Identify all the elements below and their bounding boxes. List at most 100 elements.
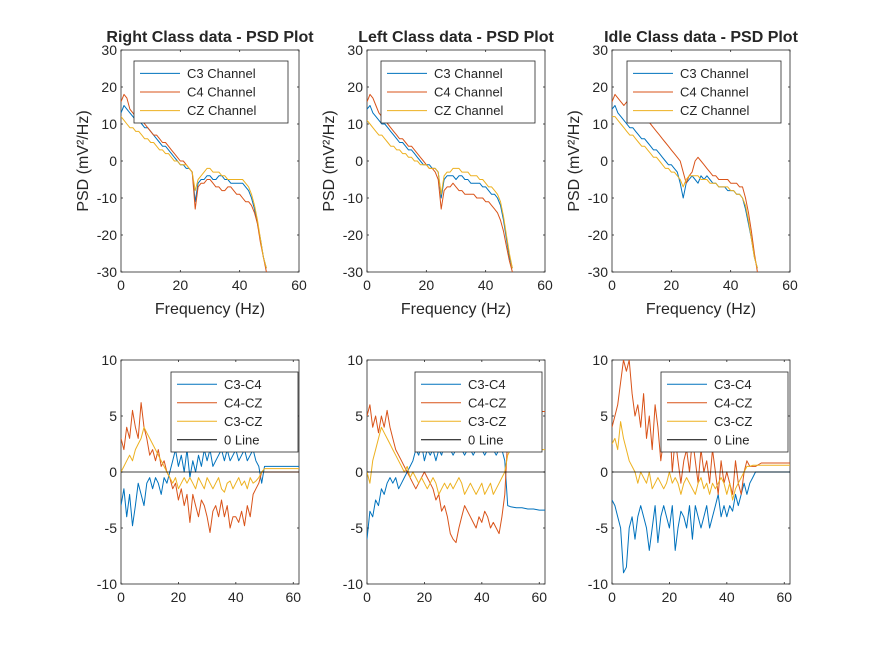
legend-label-c3-cz: C3-CZ — [714, 414, 752, 429]
legend: C3-C4 C4-CZ C3-CZ 0 Line — [414, 371, 543, 453]
series-line-c4-cz — [367, 404, 545, 544]
y-tick-label: 5 — [109, 408, 117, 424]
y-axis-label: PSD (mV²/Hz) — [566, 110, 583, 211]
legend-box — [660, 371, 789, 453]
series-line-c3-cz — [367, 426, 545, 495]
legend-label-c3-cz: C3-CZ — [468, 414, 506, 429]
x-axis-label: Frequency (Hz) — [401, 301, 511, 318]
series-line-cz-channel — [367, 119, 513, 269]
y-tick-label: 0 — [600, 153, 608, 169]
x-tick-label: 20 — [417, 589, 433, 605]
legend-box — [170, 371, 299, 453]
y-tick-label: -10 — [97, 190, 117, 206]
legend-label-c4-cz: C4-CZ — [714, 395, 752, 410]
series-line-c3-c4 — [121, 449, 299, 527]
x-axis-label: Frequency (Hz) — [646, 301, 756, 318]
legend: C3-C4 C4-CZ C3-CZ 0 Line — [660, 371, 789, 453]
y-tick-label: 0 — [109, 464, 117, 480]
series-line-cz-channel — [612, 116, 758, 269]
legend: C3 Channel C4 Channel CZ Channel — [380, 60, 536, 124]
chart-panel-5: 0 20 40 60 -10 -5 0 5 10 C3-C4 C4-CZ C3-CZ 0 Line — [343, 352, 547, 605]
legend-label-c4-channel: C4 Channel — [680, 85, 749, 100]
y-tick-label: 20 — [347, 79, 363, 95]
y-tick-label: 30 — [347, 42, 363, 58]
x-tick-label: 60 — [531, 589, 547, 605]
y-tick-label: 30 — [592, 42, 608, 58]
x-tick-label: 0 — [608, 277, 616, 293]
y-tick-label: 0 — [600, 464, 608, 480]
series-line-c3-cz — [121, 426, 299, 493]
legend-label-c3-channel: C3 Channel — [187, 66, 256, 81]
x-tick-label: 60 — [776, 589, 792, 605]
y-tick-label: 10 — [347, 116, 363, 132]
y-tick-label: -10 — [343, 190, 363, 206]
y-tick-label: -10 — [97, 576, 117, 592]
y-tick-label: -20 — [588, 227, 608, 243]
y-tick-label: -20 — [343, 227, 363, 243]
y-tick-label: 5 — [355, 408, 363, 424]
y-tick-label: 10 — [592, 352, 608, 368]
y-tick-label: -30 — [97, 264, 117, 280]
legend-label-cz-channel: CZ Channel — [680, 103, 749, 118]
chart-title: Right Class data - PSD Plot — [106, 29, 314, 46]
y-tick-label: 10 — [347, 352, 363, 368]
y-tick-label: 10 — [101, 116, 117, 132]
x-tick-label: 40 — [474, 589, 490, 605]
series-line-cz-channel — [121, 116, 267, 269]
x-tick-label: 20 — [662, 589, 678, 605]
legend-label-0-line: 0 Line — [714, 432, 749, 447]
series-line-c3-c4 — [612, 471, 790, 574]
x-tick-label: 60 — [291, 277, 307, 293]
y-tick-label: 20 — [592, 79, 608, 95]
legend: C3-C4 C4-CZ C3-CZ 0 Line — [170, 371, 299, 453]
y-tick-label: 30 — [101, 42, 117, 58]
legend-label-c3-c4: C3-C4 — [468, 377, 506, 392]
y-tick-label: 0 — [109, 153, 117, 169]
legend-label-c4-channel: C4 Channel — [187, 85, 256, 100]
x-tick-label: 0 — [363, 589, 371, 605]
x-tick-label: 60 — [782, 277, 798, 293]
legend: C3 Channel C4 Channel CZ Channel — [133, 60, 289, 124]
series-line-c3-cz — [612, 421, 790, 501]
series-line-c4-channel — [367, 93, 513, 272]
x-tick-label: 40 — [232, 277, 248, 293]
legend-label-c3-channel: C3 Channel — [680, 66, 749, 81]
x-tick-label: 40 — [723, 277, 739, 293]
y-tick-label: -20 — [97, 227, 117, 243]
series-line-c4-cz — [121, 402, 299, 533]
legend-label-c3-c4: C3-C4 — [224, 377, 262, 392]
legend: C3 Channel C4 Channel CZ Channel — [626, 60, 782, 124]
series-line-c4-channel — [121, 93, 267, 272]
legend-label-cz-channel: CZ Channel — [187, 103, 256, 118]
y-tick-label: 0 — [355, 464, 363, 480]
chart-panel-4: 0 20 40 60 -10 -5 0 5 10 C3-C4 C4-CZ C3-CZ 0 Line — [97, 352, 301, 605]
y-tick-label: -5 — [105, 520, 118, 536]
x-tick-label: 0 — [608, 589, 616, 605]
chart-title: Left Class data - PSD Plot — [358, 29, 554, 46]
x-tick-label: 40 — [719, 589, 735, 605]
y-tick-label: -5 — [596, 520, 609, 536]
x-tick-label: 20 — [173, 277, 189, 293]
legend-label-0-line: 0 Line — [468, 432, 503, 447]
legend-label-cz-channel: CZ Channel — [434, 103, 503, 118]
y-axis-label: PSD (mV²/Hz) — [75, 110, 92, 211]
legend-label-c4-channel: C4 Channel — [434, 85, 503, 100]
y-tick-label: 10 — [101, 352, 117, 368]
x-axis-label: Frequency (Hz) — [155, 301, 265, 318]
chart-title: Idle Class data - PSD Plot — [604, 29, 799, 46]
chart-panel-6: 0 20 40 60 -10 -5 0 5 10 C3-C4 C4-CZ C3-CZ 0 Line — [588, 352, 792, 605]
x-tick-label: 0 — [363, 277, 371, 293]
x-tick-label: 0 — [117, 277, 125, 293]
legend-label-c3-c4: C3-C4 — [714, 377, 752, 392]
legend-label-c3-cz: C3-CZ — [224, 414, 262, 429]
x-tick-label: 20 — [419, 277, 435, 293]
y-tick-label: -10 — [588, 576, 608, 592]
y-tick-label: 0 — [355, 153, 363, 169]
x-tick-label: 60 — [285, 589, 301, 605]
legend-label-c4-cz: C4-CZ — [224, 395, 262, 410]
x-tick-label: 40 — [478, 277, 494, 293]
